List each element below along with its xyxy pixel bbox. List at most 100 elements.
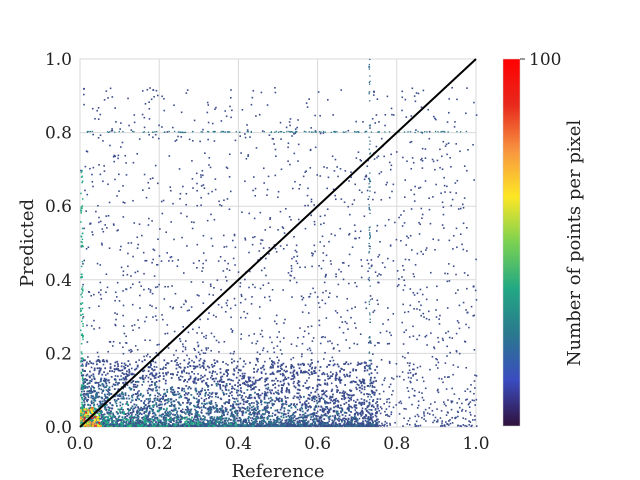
scatter-point — [314, 406, 317, 408]
scatter-point — [164, 367, 167, 369]
scatter-point — [297, 218, 300, 221]
scatter-point — [218, 418, 220, 420]
scatter-point — [92, 397, 95, 400]
scatter-point — [356, 364, 359, 366]
scatter-point — [264, 421, 267, 424]
scatter-point — [378, 172, 381, 175]
scatter-point — [336, 166, 338, 168]
scatter-point — [80, 390, 83, 393]
scatter-point — [208, 157, 211, 159]
scatter-point — [466, 250, 468, 252]
scatter-point — [271, 288, 274, 291]
scatter-point — [454, 121, 456, 123]
scatter-point — [376, 230, 378, 232]
scatter-point — [147, 387, 150, 390]
scatter-point — [141, 407, 144, 410]
scatter-point — [355, 404, 358, 407]
scatter-point — [158, 409, 161, 412]
scatter-point — [255, 420, 258, 423]
scatter-point — [353, 422, 356, 425]
scatter-point — [304, 204, 306, 207]
scatter-point — [248, 409, 250, 412]
scatter-point — [140, 423, 142, 426]
scatter-point — [319, 175, 322, 177]
scatter-point — [271, 363, 273, 366]
scatter-point — [318, 379, 321, 381]
scatter-point — [185, 192, 188, 195]
scatter-point — [273, 320, 276, 323]
scatter-point — [411, 157, 414, 159]
scatter-point — [355, 388, 358, 391]
scatter-point — [142, 370, 144, 373]
scatter-point — [126, 273, 129, 276]
scatter-point — [307, 393, 310, 396]
scatter-point — [214, 406, 217, 409]
scatter-point — [219, 385, 221, 388]
scatter-point — [448, 98, 450, 100]
scatter-point — [464, 424, 466, 427]
scatter-point — [105, 374, 107, 376]
scatter-point — [474, 387, 476, 389]
scatter-point — [142, 380, 145, 383]
scatter-point — [292, 412, 295, 414]
scatter-point — [296, 126, 298, 129]
scatter-point — [356, 383, 359, 386]
scatter-point — [107, 350, 109, 353]
scatter-point — [444, 376, 446, 378]
scatter-point — [302, 335, 305, 338]
scatter-point — [184, 392, 187, 395]
scatter-point — [436, 285, 438, 288]
scatter-point — [398, 401, 401, 404]
scatter-point — [106, 411, 109, 414]
scatter-point — [84, 396, 87, 399]
scatter-point — [285, 403, 288, 406]
scatter-point — [425, 334, 428, 337]
scatter-point — [337, 283, 340, 286]
scatter-point — [183, 369, 185, 372]
scatter-point — [252, 189, 254, 192]
scatter-point — [247, 417, 249, 420]
scatter-point — [143, 412, 146, 415]
scatter-point — [327, 412, 329, 414]
scatter-point — [451, 337, 454, 339]
scatter-point — [353, 399, 355, 402]
scatter-point — [324, 412, 327, 415]
scatter-point — [234, 264, 236, 266]
scatter-point — [111, 370, 114, 373]
scatter-point — [378, 393, 381, 395]
scatter-point — [342, 331, 345, 334]
scatter-point — [344, 421, 346, 423]
scatter-point — [240, 410, 243, 413]
scatter-point — [367, 278, 370, 281]
scatter-point — [232, 379, 234, 382]
scatter-point — [221, 404, 223, 407]
scatter-point — [112, 422, 115, 424]
scatter-point — [139, 393, 142, 396]
scatter-point — [406, 423, 408, 425]
scatter-point — [346, 419, 349, 422]
scatter-point — [211, 374, 213, 377]
scatter-point — [145, 419, 148, 422]
scatter-point — [162, 368, 164, 370]
scatter-point — [319, 342, 322, 345]
scatter-point — [117, 388, 120, 391]
scatter-point — [354, 412, 356, 415]
scatter-point — [274, 414, 277, 416]
scatter-point — [435, 118, 437, 121]
scatter-point — [362, 422, 365, 425]
scatter-point — [216, 411, 219, 414]
scatter-point — [105, 386, 107, 389]
scatter-point — [316, 410, 319, 413]
scatter-point — [336, 311, 339, 314]
scatter-point — [352, 368, 355, 371]
scatter-point — [318, 417, 321, 419]
scatter-point — [452, 234, 455, 237]
scatter-point — [89, 222, 92, 225]
scatter-point — [177, 259, 180, 261]
scatter-point — [330, 396, 333, 399]
scatter-point — [438, 377, 440, 380]
scatter-point — [134, 413, 137, 416]
scatter-point — [249, 417, 252, 419]
scatter-point — [363, 399, 366, 401]
scatter-point — [416, 338, 418, 341]
